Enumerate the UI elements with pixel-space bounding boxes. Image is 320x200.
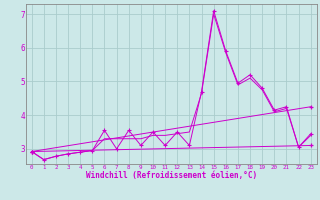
X-axis label: Windchill (Refroidissement éolien,°C): Windchill (Refroidissement éolien,°C): [86, 171, 257, 180]
